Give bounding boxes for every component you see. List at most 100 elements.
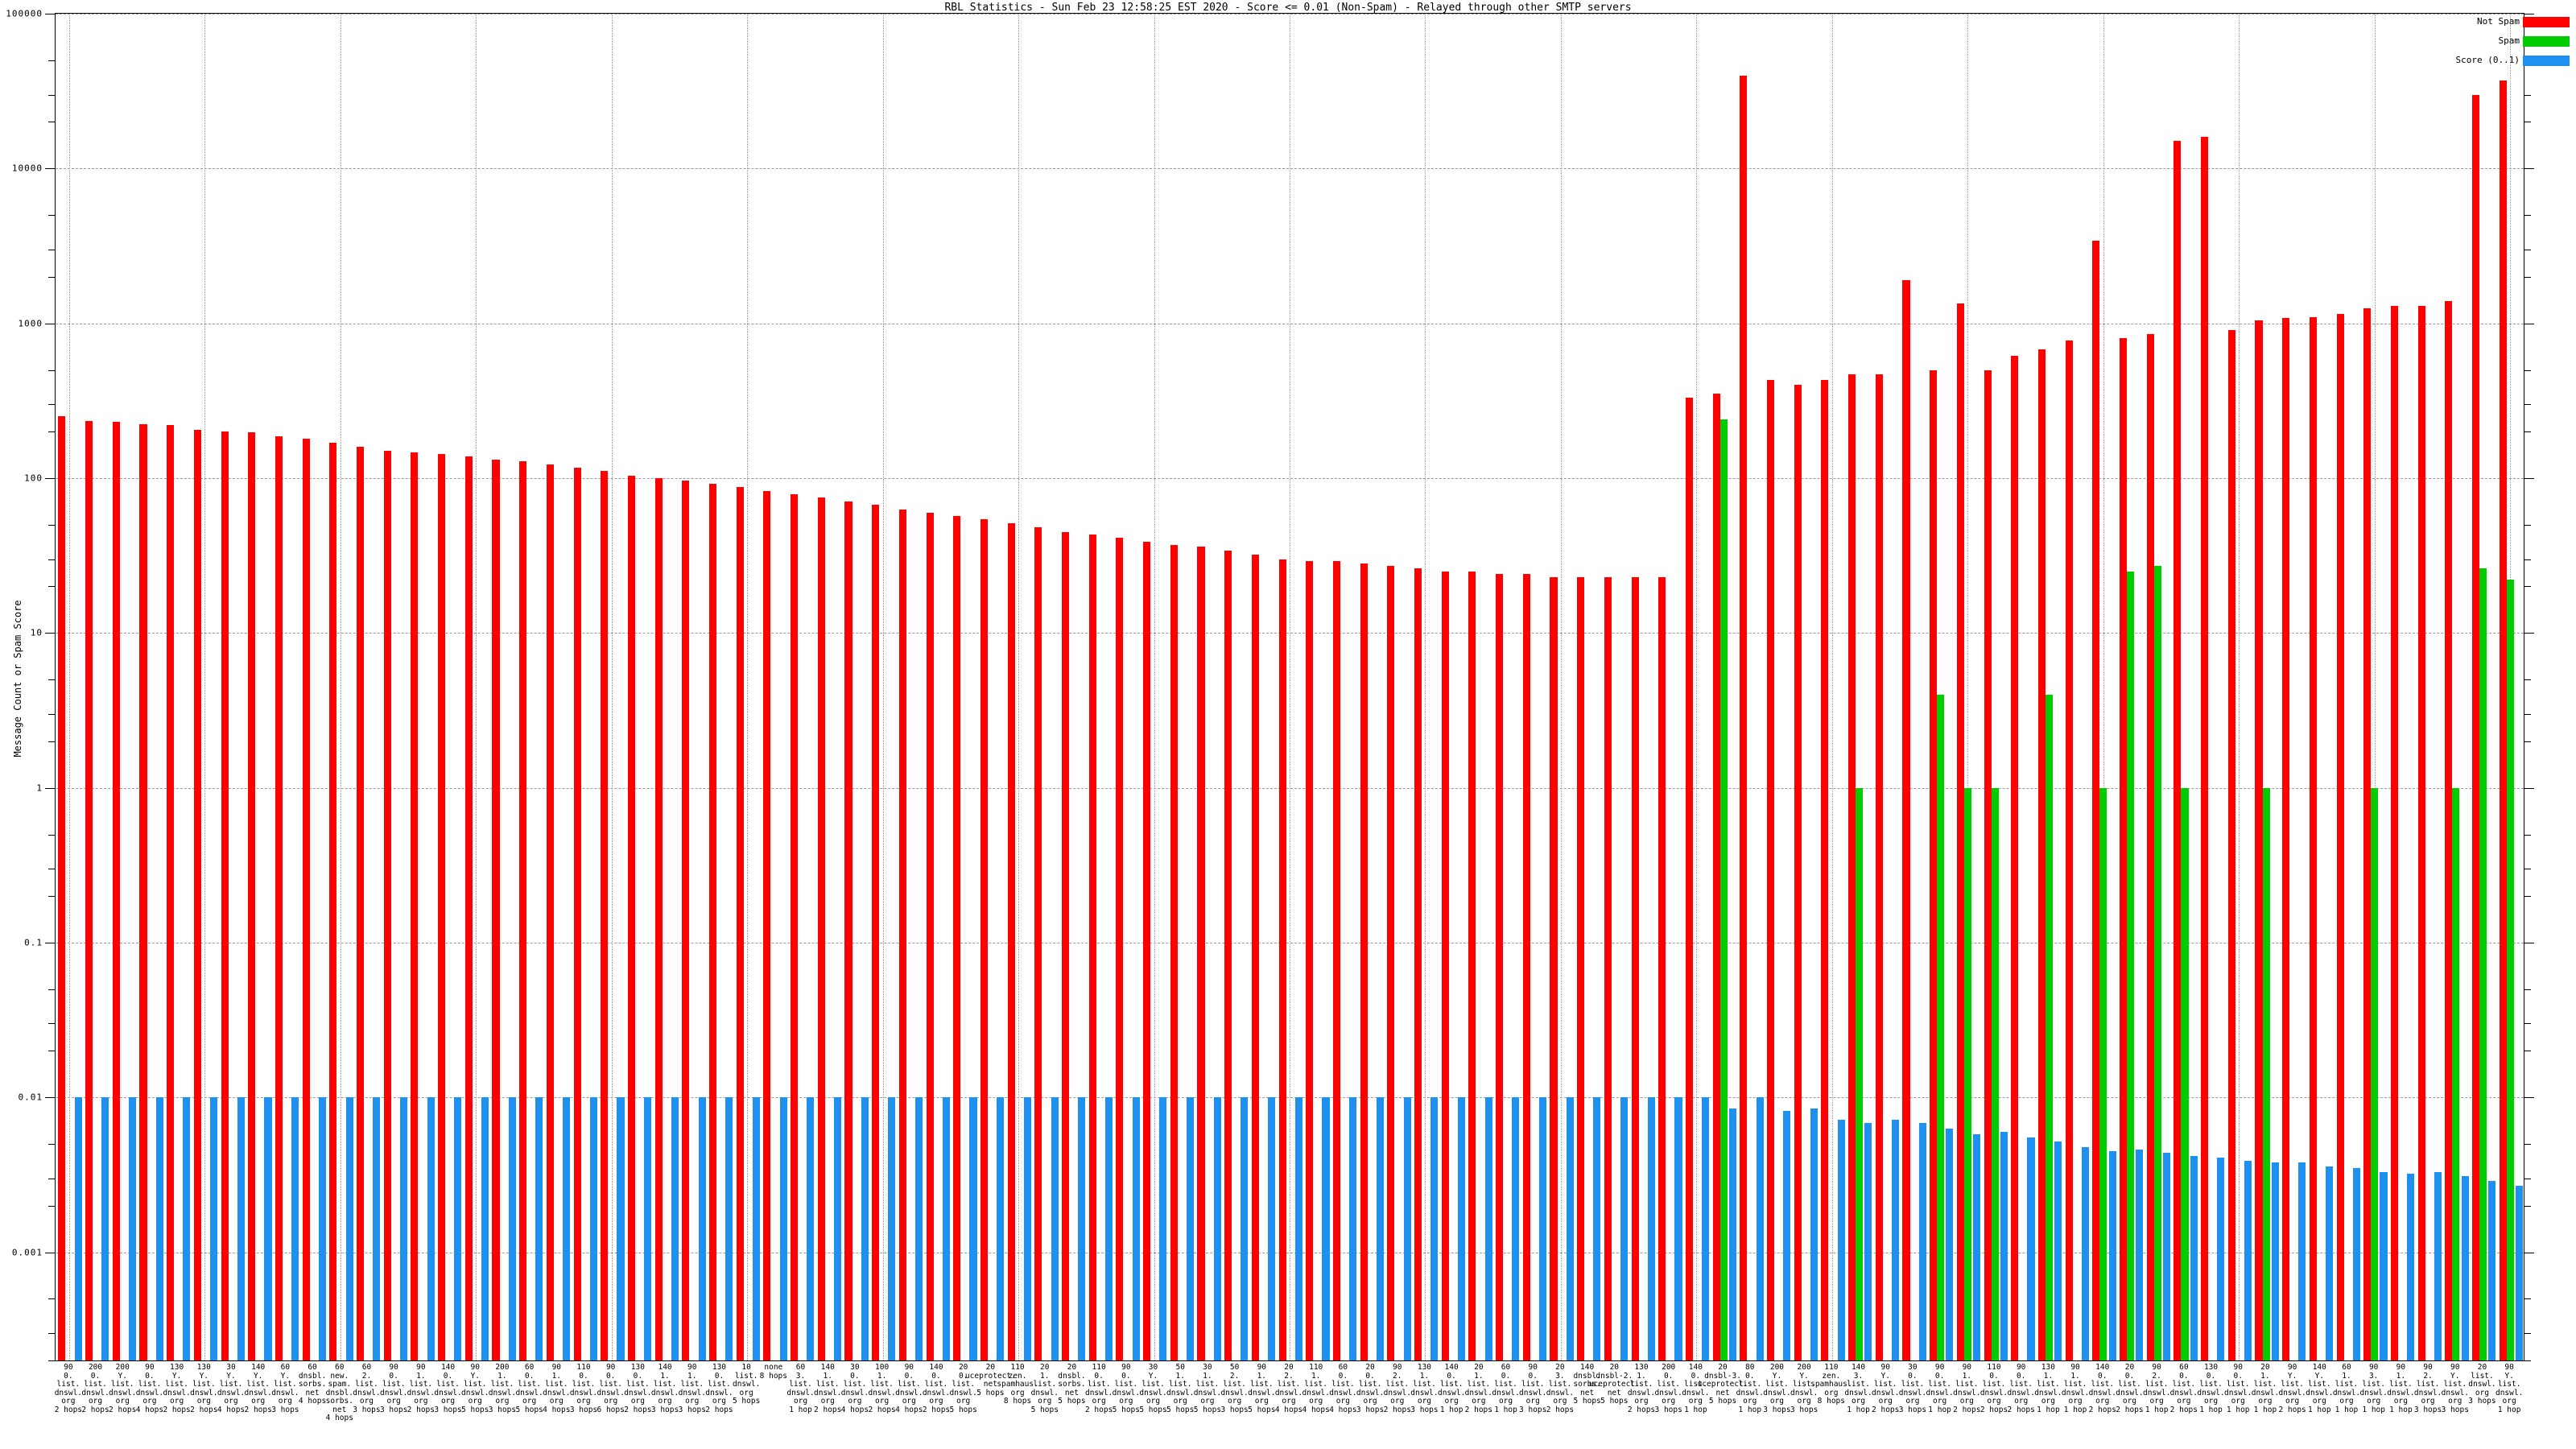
bar-group[interactable] [2144,14,2171,1360]
bar-group[interactable] [2442,14,2470,1360]
bar-group[interactable] [1222,14,1249,1360]
bar-group[interactable] [1872,14,1900,1360]
bar-group[interactable] [2496,14,2524,1360]
bar-group[interactable] [2388,14,2416,1360]
bar-group[interactable] [1493,14,1521,1360]
bar-group[interactable] [598,14,625,1360]
bar-group[interactable] [354,14,382,1360]
bar-group[interactable] [56,14,83,1360]
bar-group[interactable] [1276,14,1303,1360]
bar-group[interactable] [299,14,327,1360]
bar-group[interactable] [2280,14,2307,1360]
bar-group[interactable] [1765,14,1792,1360]
bar-group[interactable] [978,14,1005,1360]
bar-group[interactable] [1791,14,1818,1360]
bar-group[interactable] [1601,14,1629,1360]
bar-group[interactable] [543,14,571,1360]
bar-group[interactable] [436,14,463,1360]
bar-group[interactable] [1629,14,1656,1360]
bar-group[interactable] [1331,14,1358,1360]
bar-group[interactable] [1005,14,1032,1360]
bar-group[interactable] [246,14,273,1360]
bar-score [888,1097,896,1360]
bar-group[interactable] [2036,14,2063,1360]
bar-group[interactable] [327,14,354,1360]
bar-group[interactable] [2306,14,2334,1360]
bar-group[interactable] [1439,14,1466,1360]
right-tick-major [2524,1097,2534,1099]
bar-group[interactable] [733,14,761,1360]
bar-group[interactable] [951,14,978,1360]
bar-group[interactable] [652,14,679,1360]
bar-group[interactable] [2415,14,2442,1360]
bar-group[interactable] [517,14,544,1360]
bar-group[interactable] [1032,14,1059,1360]
bar-group[interactable] [1059,14,1087,1360]
bar-group[interactable] [2225,14,2252,1360]
bar-group[interactable] [1357,14,1385,1360]
bar-group[interactable] [1710,14,1737,1360]
y-tick-minor [48,896,55,898]
bar-group[interactable] [1412,14,1439,1360]
bar-group[interactable] [1818,14,1846,1360]
bar-group[interactable] [2198,14,2226,1360]
bar-group[interactable] [815,14,842,1360]
bar-group[interactable] [1303,14,1331,1360]
bar-spam [2099,787,2107,1360]
bar-group[interactable] [408,14,436,1360]
bar-group[interactable] [381,14,408,1360]
bar-group[interactable] [1981,14,2008,1360]
bar-group[interactable] [2470,14,2497,1360]
bar-group[interactable] [1086,14,1113,1360]
bar-not-spam [1278,559,1286,1360]
bar-group[interactable] [191,14,218,1360]
bar-group[interactable] [218,14,246,1360]
bar-group[interactable] [1466,14,1493,1360]
bar-group[interactable] [1141,14,1168,1360]
bar-group[interactable] [761,14,788,1360]
bar-group[interactable] [1167,14,1195,1360]
bar-group[interactable] [1846,14,1873,1360]
bar-not-spam [2282,318,2290,1360]
bar-group[interactable] [2090,14,2117,1360]
bar-group[interactable] [83,14,110,1360]
bar-group[interactable] [1520,14,1547,1360]
bar-group[interactable] [462,14,489,1360]
bar-group[interactable] [1683,14,1711,1360]
bar-group[interactable] [1737,14,1765,1360]
bar-group[interactable] [2008,14,2036,1360]
bar-group[interactable] [2361,14,2388,1360]
bar-group[interactable] [842,14,869,1360]
bar-group[interactable] [679,14,707,1360]
bar-group[interactable] [1927,14,1955,1360]
bar-group[interactable] [1249,14,1276,1360]
bar-group[interactable] [2171,14,2198,1360]
bar-group[interactable] [1954,14,1981,1360]
bar-score [1512,1097,1520,1360]
bar-group[interactable] [1547,14,1575,1360]
bar-group[interactable] [2062,14,2090,1360]
bar-group[interactable] [489,14,517,1360]
bar-group[interactable] [2252,14,2280,1360]
bar-group[interactable] [2117,14,2145,1360]
bar-group[interactable] [109,14,137,1360]
bar-group[interactable] [1656,14,1683,1360]
bar-group[interactable] [625,14,653,1360]
bar-group[interactable] [137,14,164,1360]
bar-group[interactable] [923,14,951,1360]
bar-group[interactable] [869,14,897,1360]
bar-group[interactable] [2334,14,2361,1360]
x-tick-label: 60 0. list. dnswl. org 1 hop [1492,1363,1520,1414]
bar-group[interactable] [1195,14,1222,1360]
bar-group[interactable] [1900,14,1927,1360]
bar-group[interactable] [164,14,192,1360]
bar-group[interactable] [273,14,300,1360]
bar-group[interactable] [707,14,734,1360]
bar-group[interactable] [1113,14,1141,1360]
bar-group[interactable] [571,14,598,1360]
bar-group[interactable] [896,14,923,1360]
bar-group[interactable] [788,14,815,1360]
x-tick-label: 30 Y. list. dnswl. org 4 hops [217,1363,246,1414]
bar-group[interactable] [1575,14,1602,1360]
bar-group[interactable] [1385,14,1412,1360]
